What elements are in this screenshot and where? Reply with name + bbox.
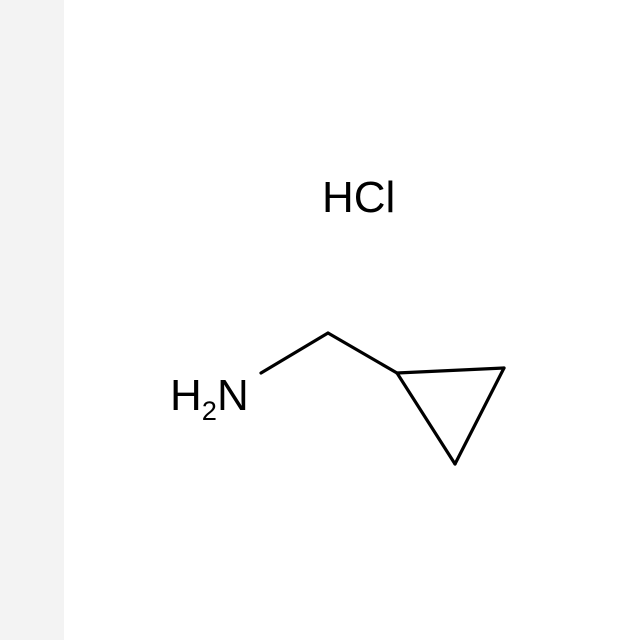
left-sidebar (0, 0, 64, 640)
structure-canvas: HCl H2N (64, 0, 631, 640)
bond-line (397, 368, 504, 373)
bond-layer (64, 0, 631, 640)
bond-line (397, 373, 455, 464)
bond-line (261, 333, 328, 373)
label-hcl: HCl (322, 176, 395, 220)
bond-line (328, 333, 397, 373)
bond-line (455, 368, 504, 464)
label-nh2: H2N (170, 374, 249, 418)
